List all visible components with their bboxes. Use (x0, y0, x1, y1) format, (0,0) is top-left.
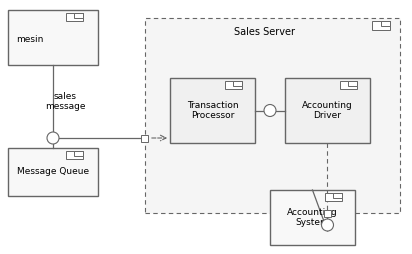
Text: Accounting
Driver: Accounting Driver (302, 101, 353, 120)
Bar (381, 21, 390, 26)
Text: Sales Server: Sales Server (234, 27, 295, 37)
Bar (75, 13, 83, 18)
Bar (333, 193, 342, 198)
Text: Message Queue: Message Queue (17, 167, 89, 177)
Bar (170, 78, 255, 143)
Text: mesin: mesin (16, 36, 43, 44)
Bar (234, 81, 242, 86)
Bar (349, 81, 357, 86)
Bar (141, 135, 148, 141)
Text: sales
message: sales message (45, 92, 85, 111)
Bar (285, 78, 370, 143)
Bar (270, 190, 355, 245)
Bar (372, 21, 390, 30)
Bar (75, 151, 83, 155)
Circle shape (47, 132, 59, 144)
Text: Transaction
Processor: Transaction Processor (187, 101, 238, 120)
Text: Accounting
System: Accounting System (287, 208, 338, 227)
Bar (225, 81, 242, 89)
Circle shape (264, 104, 276, 117)
Bar (325, 193, 342, 201)
Circle shape (321, 219, 333, 231)
Bar (145, 18, 400, 213)
Bar (8, 10, 98, 65)
Bar (324, 210, 331, 216)
Bar (340, 81, 357, 89)
Bar (8, 148, 98, 196)
Bar (66, 13, 83, 21)
Bar (66, 151, 83, 160)
